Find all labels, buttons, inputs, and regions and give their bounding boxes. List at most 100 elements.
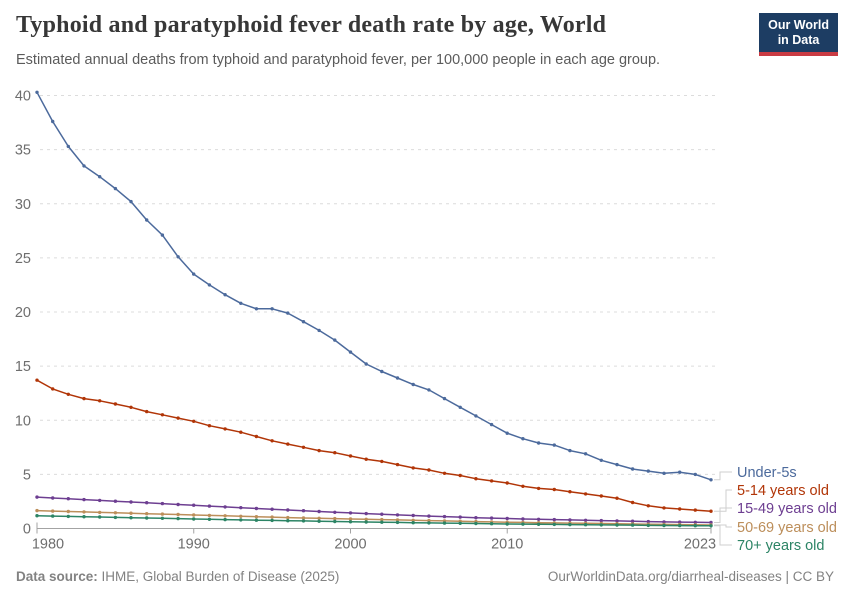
series-point-70-years-old (536, 522, 541, 526)
series-point-under-5s (129, 199, 133, 204)
series-point-15-49-years-old (474, 516, 478, 520)
series-point-under-5s (427, 388, 431, 392)
owid-link[interactable]: OurWorldinData.org/diarrheal-diseases | … (547, 569, 834, 584)
series-point-15-49-years-old (254, 506, 259, 511)
series-point-5-14-years-old (160, 413, 165, 417)
series-point-70-years-old (66, 514, 71, 519)
series-point-5-14-years-old (693, 508, 697, 512)
series-point-50-69-years-old (35, 508, 39, 513)
series-point-70-years-old (630, 523, 635, 527)
series-line-5-14-years-old[interactable] (36, 379, 712, 512)
series-point-70-years-old (301, 519, 306, 523)
owid-logo-line1: Our World (768, 18, 829, 32)
series-point-70-years-old (380, 520, 384, 524)
series-point-50-69-years-old (239, 514, 243, 518)
series-point-5-14-years-old (536, 486, 541, 491)
series-point-under-5s (599, 458, 603, 462)
series-point-under-5s (678, 470, 682, 474)
legend-label-70-years-old[interactable]: 70+ years old (737, 538, 824, 554)
series-point-70-years-old (583, 523, 588, 527)
series-point-70-years-old (489, 522, 494, 526)
series-point-15-49-years-old (458, 515, 462, 519)
legend-connector-50-69-years-old (714, 524, 732, 528)
y-tick-label: 10 (15, 413, 31, 429)
series-point-15-49-years-old (207, 504, 212, 508)
series-line-70-years-old[interactable] (36, 514, 712, 527)
series-point-15-49-years-old (427, 514, 431, 518)
series-point-5-14-years-old (113, 402, 118, 406)
x-tick-label: 2000 (334, 537, 366, 553)
series-point-70-years-old (474, 521, 478, 526)
series-point-70-years-old (176, 516, 180, 521)
series-point-15-49-years-old (442, 514, 447, 519)
series-point-15-49-years-old (411, 513, 415, 518)
series-point-50-69-years-old (270, 515, 274, 519)
series-point-70-years-old (82, 515, 86, 519)
series-point-50-69-years-old (145, 512, 149, 516)
series-point-50-69-years-old (129, 511, 133, 515)
series-point-15-49-years-old (630, 519, 635, 523)
series-point-15-49-years-old (98, 498, 102, 503)
series-line-50-69-years-old[interactable] (36, 509, 712, 526)
series-point-5-14-years-old (599, 494, 603, 498)
series-point-5-14-years-old (301, 445, 306, 449)
series-point-70-years-old (646, 523, 650, 528)
series-point-15-49-years-old (693, 520, 697, 524)
series-point-15-49-years-old (599, 518, 603, 523)
series-point-70-years-old (411, 521, 415, 525)
series-point-5-14-years-old (348, 454, 353, 458)
series-point-70-years-old (442, 521, 447, 525)
series-point-5-14-years-old (35, 378, 39, 382)
legend-connector-15-49-years-old (714, 507, 732, 523)
series-point-under-5s (66, 144, 71, 149)
series-point-15-49-years-old (51, 496, 55, 500)
series-point-5-14-years-old (207, 424, 212, 428)
legend-label-under-5s[interactable]: Under-5s (737, 465, 797, 481)
series-point-under-5s (521, 437, 525, 441)
series-point-5-14-years-old (270, 439, 274, 443)
series-line-under-5s[interactable] (36, 91, 712, 481)
series-point-50-69-years-old (395, 518, 400, 522)
series-point-under-5s (536, 441, 541, 445)
series-point-70-years-old (317, 519, 321, 523)
series-point-70-years-old (192, 517, 196, 521)
series-point-under-5s (286, 311, 290, 315)
series-point-70-years-old (364, 520, 368, 524)
legend-label-15-49-years-old[interactable]: 15-49 years old (737, 501, 837, 517)
series-point-15-49-years-old (583, 518, 588, 522)
series-point-50-69-years-old (51, 509, 55, 513)
series-point-15-49-years-old (223, 505, 227, 509)
series-point-15-49-years-old (239, 506, 243, 510)
series-point-5-14-years-old (380, 459, 384, 464)
series-line-15-49-years-old[interactable] (36, 496, 712, 524)
y-tick-label: 35 (15, 143, 31, 159)
series-point-5-14-years-old (254, 434, 259, 439)
series-point-5-14-years-old (489, 479, 494, 483)
series-point-15-49-years-old (380, 512, 384, 516)
series-point-70-years-old (333, 519, 337, 524)
series-point-under-5s (709, 478, 713, 482)
legend-label-5-14-years-old[interactable]: 5-14 years old (737, 483, 829, 499)
series-point-5-14-years-old (129, 405, 133, 409)
owid-logo-line2: in Data (777, 33, 820, 47)
series-point-5-14-years-old (646, 504, 650, 508)
series-point-5-14-years-old (192, 419, 196, 423)
series-point-50-69-years-old (113, 511, 118, 515)
series-point-under-5s (145, 218, 149, 222)
series-point-under-5s (364, 362, 368, 366)
series-point-15-49-years-old (678, 520, 682, 524)
series-point-70-years-old (693, 524, 697, 528)
series-point-15-49-years-old (395, 513, 400, 517)
series-point-50-69-years-old (301, 516, 306, 520)
series-point-70-years-old (239, 518, 243, 522)
series-point-under-5s (176, 255, 180, 259)
series-point-15-49-years-old (35, 495, 39, 499)
y-tick-label: 20 (15, 305, 31, 321)
series-point-under-5s (239, 301, 243, 305)
x-tick-label: 1990 (178, 537, 210, 553)
series-point-under-5s (505, 431, 509, 435)
owid-logo[interactable]: Our World in Data (759, 13, 838, 56)
series-point-70-years-old (51, 514, 55, 518)
legend-label-50-69-years-old[interactable]: 50-69 years old (737, 520, 837, 536)
legend-connector-under-5s (714, 471, 732, 481)
